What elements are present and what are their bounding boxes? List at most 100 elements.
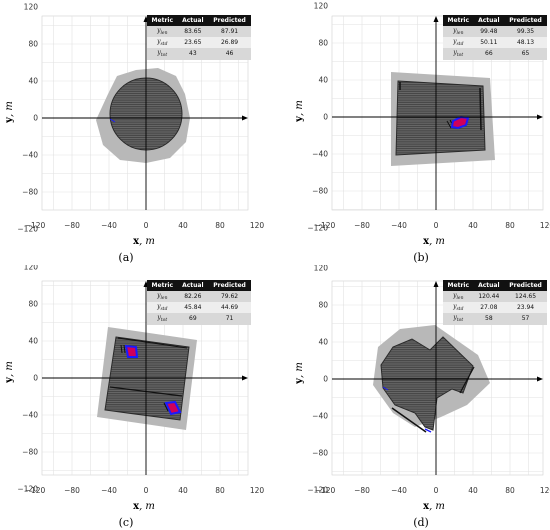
coverage-plot-a: −120 −80 −40 0 40 80 120 120 80 40 0 −40 −80 −120 x, m… xyxy=(4,3,264,248)
coverage-field xyxy=(395,80,486,156)
y-tick-label: 80 xyxy=(28,40,38,49)
y-tick-label: 40 xyxy=(28,77,38,86)
predicted-header: Predicted xyxy=(208,280,251,291)
y-tick-label: 120 xyxy=(24,3,39,12)
panel-c: −120 −80 −40 0 40 80 120 120 80 40 0 −40 −80 −120 x, m… xyxy=(0,265,275,530)
predicted-header: Predicted xyxy=(208,15,251,26)
predicted-value: 99.35 xyxy=(504,26,547,38)
metric-row: ylen 83.65 87.91 xyxy=(147,26,251,38)
predicted-value: 65 xyxy=(504,48,547,60)
metric-symbol: ytot xyxy=(147,48,178,60)
y-tick-label: 120 xyxy=(314,265,329,273)
y-axis-label: y, m xyxy=(4,101,15,124)
x-tick-label: −80 xyxy=(354,221,370,230)
x-tick-label: 80 xyxy=(505,221,515,230)
y-axis-label: y, m xyxy=(294,362,305,385)
metric-symbol: ytot xyxy=(443,313,474,325)
actual-header: Actual xyxy=(473,15,505,26)
x-axis-label: x, m xyxy=(423,501,445,512)
obstacle xyxy=(164,400,182,416)
y-tick-label: 80 xyxy=(318,301,328,310)
axes: −120 −80 −40 0 40 80 120 120 80 40 0 −40 −80 −120 x, m… xyxy=(294,265,550,512)
axes: −120 −80 −40 0 40 80 120 120 80 40 0 −40 −80 −120 x, m… xyxy=(294,2,550,248)
x-tick-label: 120 xyxy=(540,221,550,230)
metric-row: ytot 66 65 xyxy=(443,48,547,60)
x-tick-label: 120 xyxy=(540,486,550,495)
x-tick-label: 40 xyxy=(178,486,188,495)
predicted-value: 26.89 xyxy=(208,37,251,49)
metrics-table-c: Metric Actual Predicted ylen 82.26 79.62… xyxy=(147,280,251,325)
actual-value: 66 xyxy=(473,48,505,60)
obstacle xyxy=(124,344,139,358)
actual-value: 69 xyxy=(177,313,209,325)
y-axis-label: y, m xyxy=(4,361,15,384)
metric-header: Metric xyxy=(147,15,178,26)
y-tick-label: −80 xyxy=(312,449,328,458)
actual-value: 50.11 xyxy=(473,37,505,49)
predicted-value: 71 xyxy=(208,313,251,325)
x-tick-label: 40 xyxy=(468,221,478,230)
actual-header: Actual xyxy=(177,15,209,26)
metric-row: ystd 23.65 26.89 xyxy=(147,37,251,49)
metrics-header: Metric Actual Predicted xyxy=(443,15,547,26)
actual-header: Actual xyxy=(473,280,505,291)
metric-symbol: ylen xyxy=(147,291,178,303)
x-tick-label: −40 xyxy=(391,221,407,230)
metric-symbol: ystd xyxy=(147,37,178,49)
axes: −120 −80 −40 0 40 80 120 120 80 40 0 −40 −80 −120 x, m… xyxy=(4,3,264,248)
y-tick-label: 0 xyxy=(323,113,328,122)
y-tick-label: 80 xyxy=(318,39,328,48)
metrics-header: Metric Actual Predicted xyxy=(147,280,251,291)
y-tick-label: −40 xyxy=(22,151,38,160)
x-tick-label: −80 xyxy=(354,486,370,495)
y-tick-label: 120 xyxy=(24,265,39,272)
metric-row: ytot 43 46 xyxy=(147,48,251,60)
panel-b: −120 −80 −40 0 40 80 120 120 80 40 0 −40 −80 −120 x, m… xyxy=(275,0,550,265)
y-axis-label: y, m xyxy=(294,100,305,123)
x-tick-label: −120 xyxy=(315,221,336,230)
y-tick-label: −40 xyxy=(312,412,328,421)
x-axis-label: x, m xyxy=(133,501,155,512)
x-tick-label: 40 xyxy=(178,221,188,230)
predicted-header: Predicted xyxy=(504,15,547,26)
predicted-value: 44.69 xyxy=(208,302,251,314)
metrics-table-a: Metric Actual Predicted ylen 83.65 87.91… xyxy=(147,15,251,60)
metric-row: ytot 69 71 xyxy=(147,313,251,325)
x-tick-label: −120 xyxy=(25,221,46,230)
y-tick-label: −120 xyxy=(307,224,328,233)
metric-symbol: ystd xyxy=(147,302,178,314)
predicted-value: 57 xyxy=(504,313,547,325)
metric-symbol: ylen xyxy=(443,26,474,38)
metric-row: ystd 27.08 23.94 xyxy=(443,302,547,314)
coverage-plot-c: −120 −80 −40 0 40 80 120 120 80 40 0 −40 −80 −120 x, m… xyxy=(4,265,264,512)
metric-symbol: ytot xyxy=(147,313,178,325)
predicted-value: 124.65 xyxy=(504,291,547,303)
metric-header: Metric xyxy=(443,280,474,291)
metric-symbol: ystd xyxy=(443,302,474,314)
metrics-header: Metric Actual Predicted xyxy=(147,15,251,26)
y-tick-label: −80 xyxy=(22,448,38,457)
y-tick-label: 0 xyxy=(33,114,38,123)
y-tick-label: 80 xyxy=(28,300,38,309)
predicted-value: 87.91 xyxy=(208,26,251,38)
actual-value: 45.84 xyxy=(177,302,209,314)
y-tick-label: 0 xyxy=(33,374,38,383)
x-tick-label: −120 xyxy=(25,486,46,495)
actual-header: Actual xyxy=(177,280,209,291)
x-axis-label: x, m xyxy=(423,236,445,247)
metrics-header: Metric Actual Predicted xyxy=(443,280,547,291)
metric-header: Metric xyxy=(443,15,474,26)
y-tick-label: 40 xyxy=(318,76,328,85)
metric-symbol: ylen xyxy=(443,291,474,303)
x-tick-label: 0 xyxy=(434,221,439,230)
y-tick-label: 0 xyxy=(323,375,328,384)
caption-c: (c) xyxy=(118,516,134,529)
y-tick-label: 120 xyxy=(314,2,329,11)
y-tick-label: 40 xyxy=(28,337,38,346)
predicted-value: 46 xyxy=(208,48,251,60)
predicted-header: Predicted xyxy=(504,280,547,291)
x-tick-label: 0 xyxy=(144,486,149,495)
x-tick-label: −80 xyxy=(64,486,80,495)
x-tick-label: −40 xyxy=(391,486,407,495)
actual-value: 58 xyxy=(473,313,505,325)
